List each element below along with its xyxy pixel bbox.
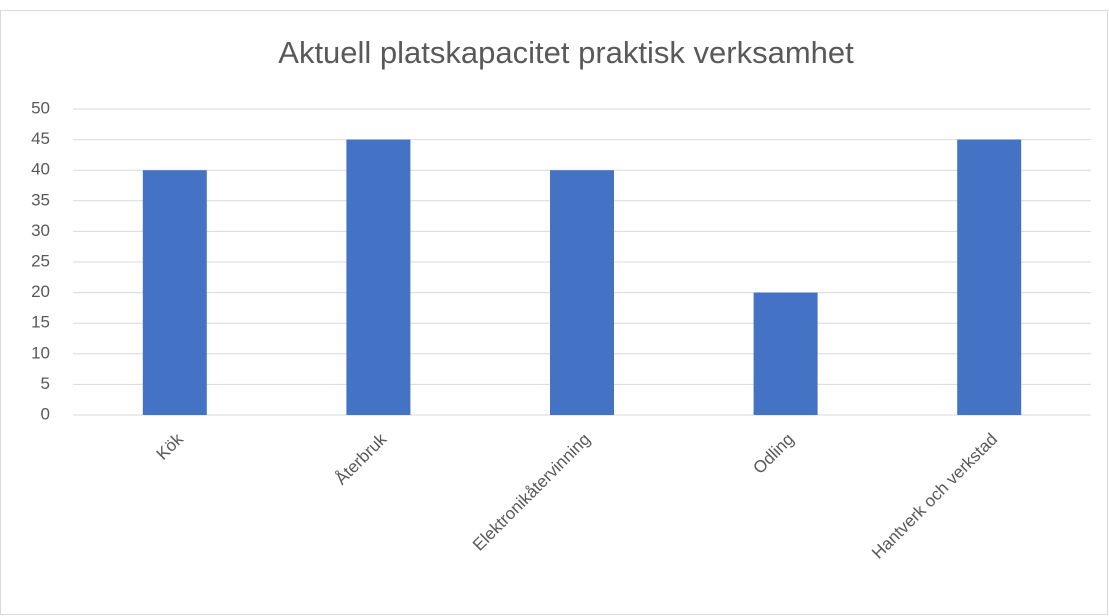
y-tick-label: 25 (31, 251, 50, 270)
bar (550, 170, 614, 415)
y-tick-label: 20 (31, 282, 50, 301)
y-tick-label: 15 (31, 313, 50, 332)
chart-title: Aktuell platskapacitet praktisk verksamh… (278, 35, 854, 70)
bar (346, 139, 411, 415)
y-tick-label: 5 (41, 374, 50, 393)
y-tick-label: 40 (31, 160, 50, 179)
y-tick-label: 30 (31, 221, 50, 240)
y-tick-label: 45 (31, 129, 50, 148)
y-tick-label: 10 (31, 343, 50, 362)
bar (142, 170, 207, 415)
bar (957, 139, 1022, 415)
y-tick-label: 35 (31, 190, 50, 209)
bar (753, 292, 818, 415)
y-tick-label: 0 (41, 404, 50, 423)
y-tick-label: 50 (31, 98, 50, 117)
